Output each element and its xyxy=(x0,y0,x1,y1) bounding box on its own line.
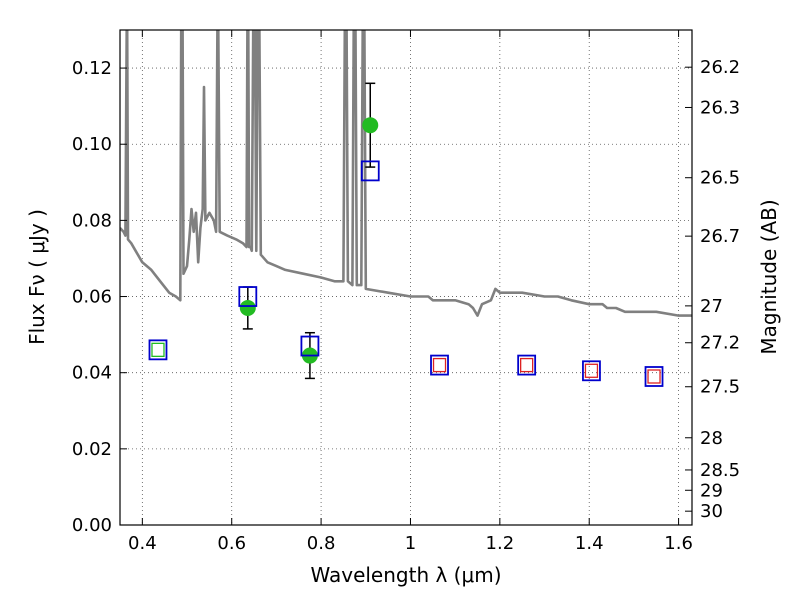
y-tick-label: 0.12 xyxy=(72,58,112,79)
model-flux-marker xyxy=(517,354,537,376)
model-flux-marker xyxy=(360,160,380,182)
y2-tick-label: 26.3 xyxy=(700,97,740,118)
y-tick-label: 0.08 xyxy=(72,210,112,231)
y2-tick-label: 27.2 xyxy=(700,333,740,354)
y-tick-label: 0.06 xyxy=(72,287,112,308)
x-tick-label: 1.6 xyxy=(664,533,693,554)
x-tick-label: 1 xyxy=(405,533,416,554)
model-flux-marker xyxy=(300,335,320,357)
plot-area xyxy=(120,30,692,387)
y2-tick-label: 26.2 xyxy=(700,57,740,78)
model-inner-marker xyxy=(584,363,599,378)
x-tick-label: 0.8 xyxy=(307,533,336,554)
model-flux-marker xyxy=(430,354,449,376)
y2-tick-label: 29 xyxy=(700,480,723,501)
y-tick-label: 0.04 xyxy=(72,363,112,384)
y-tick-label: 0.10 xyxy=(72,134,112,155)
y2-tick-label: 28.5 xyxy=(700,460,740,481)
observed-flux-point xyxy=(362,117,379,134)
grid-lines xyxy=(120,30,692,526)
model-flux-marker xyxy=(582,360,601,382)
y2-tick-label: 30 xyxy=(700,501,723,522)
y-tick-label: 0.00 xyxy=(72,515,112,536)
model-inner-marker xyxy=(432,357,447,373)
x-tick-label: 1.4 xyxy=(575,533,604,554)
y-tick-label: 0.02 xyxy=(72,439,112,460)
y2-tick-label: 26.7 xyxy=(700,226,740,247)
x-tick-label: 0.4 xyxy=(128,533,157,554)
x-axis: 0.4 0.6 0.8 1 1.2 1.4 1.6 xyxy=(128,30,693,554)
y-axis-label: Flux Fν ( μJy ) xyxy=(25,209,49,345)
model-inner-marker xyxy=(647,369,661,384)
x-axis-label: Wavelength λ (μm) xyxy=(310,563,501,587)
y2-tick-label: 27 xyxy=(700,296,723,317)
y2-tick-label: 27.5 xyxy=(700,377,740,398)
y-axis: 0.00 0.02 0.04 0.06 0.08 0.10 0.12 xyxy=(72,58,127,536)
y2-axis-label: Magnitude (AB) xyxy=(757,199,781,354)
sed-template-line xyxy=(120,30,692,317)
x-tick-label: 0.6 xyxy=(217,533,246,554)
model-flux-marker xyxy=(238,286,258,307)
model-flux-marker xyxy=(148,339,168,361)
y2-tick-label: 28 xyxy=(700,428,723,449)
plot-frame xyxy=(119,29,693,526)
model-inner-marker xyxy=(520,357,534,373)
model-inner-marker xyxy=(151,342,165,357)
y2-tick-label: 26.5 xyxy=(700,168,740,189)
model-flux-marker xyxy=(644,366,664,387)
x-tick-label: 1.2 xyxy=(486,533,515,554)
observed-flux-point xyxy=(239,299,256,316)
